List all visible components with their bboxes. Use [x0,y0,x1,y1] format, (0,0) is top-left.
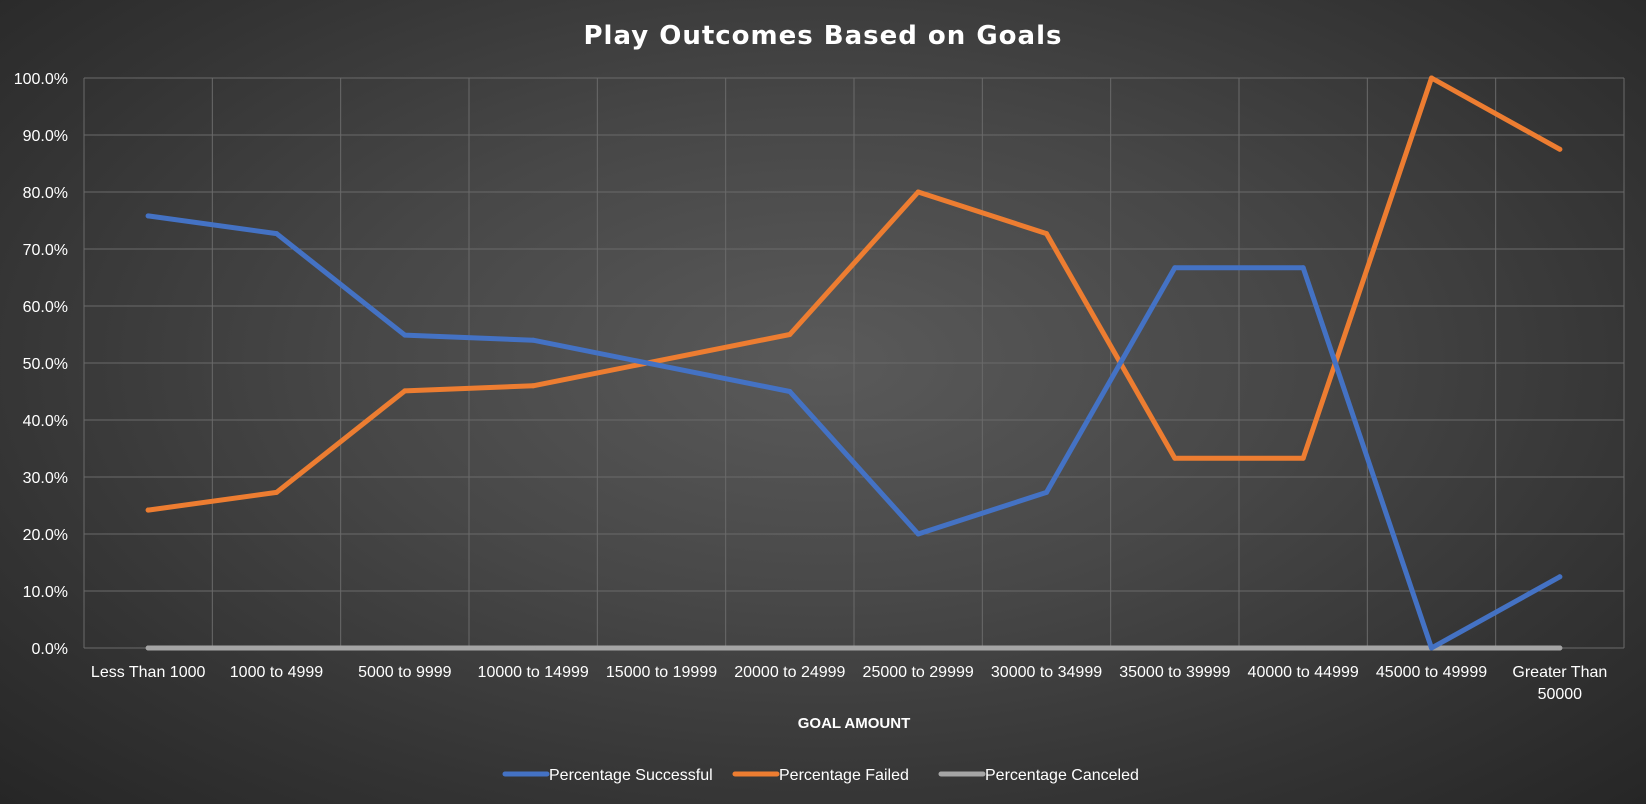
x-tick-label: 5000 to 9999 [358,664,452,681]
x-tick-label: Less Than 1000 [91,664,206,681]
y-tick-label: 60.0% [23,299,68,316]
data-point [1172,265,1178,271]
data-point [1429,645,1434,651]
y-tick-label: 90.0% [23,128,68,145]
y-tick-label: 70.0% [23,242,68,259]
x-axis-title: GOAL AMOUNT [798,715,911,732]
x-tick-label: 30000 to 34999 [991,664,1102,681]
y-tick-label: 20.0% [23,527,68,544]
data-point [787,645,793,651]
y-axis-ticks: 0.0% 10.0% 20.0% 30.0% 40.0% 50.0% 60.0% 70.0% 8… [14,71,68,658]
legend-item-percentage-failed[interactable]: Percentage Failed [732,767,909,784]
data-point [402,388,408,394]
x-tick-label: 1000 to 4999 [230,664,324,681]
legend-label: Percentage Failed [779,767,909,784]
data-point [1044,645,1049,651]
legend-label: Percentage Canceled [985,767,1139,784]
data-point [787,389,793,394]
x-axis-ticks: Less Than 1000 1000 to 4999 5000 to 9999 10… [91,664,1607,703]
data-point [274,489,279,495]
legend-label: Percentage Successful [549,767,713,784]
data-point [1172,455,1178,461]
y-tick-label: 10.0% [23,584,68,601]
x-tick-label: 10000 to 14999 [478,664,589,681]
data-point [145,213,151,219]
data-point [915,645,921,651]
series [145,75,1563,651]
data-point [402,645,408,651]
y-tick-label: 0.0% [32,641,68,658]
y-tick-label: 100.0% [14,71,68,88]
data-point [1044,489,1049,495]
x-tick-label: 40000 to 44999 [1248,664,1359,681]
data-point [787,332,793,337]
data-point [1172,645,1178,651]
data-point [145,507,151,513]
x-tick-label: 25000 to 29999 [863,664,974,681]
data-point [274,231,279,237]
x-tick-label: 20000 to 24999 [734,664,845,681]
x-tick-label: 35000 to 39999 [1119,664,1230,681]
grid [83,77,1625,649]
y-tick-label: 80.0% [23,185,68,202]
data-point [402,332,408,338]
x-tick-label: 15000 to 19999 [606,664,717,681]
chart-title: Play Outcomes Based on Goals [584,21,1063,51]
legend-item-percentage-successful[interactable]: Percentage Successful [502,767,713,784]
data-point [1429,75,1434,81]
data-point [1557,645,1563,651]
data-point [274,645,279,651]
legend[interactable]: Percentage Successful Percentage Failed Pe… [502,767,1139,784]
data-point [1300,265,1306,271]
data-point [1300,645,1306,651]
y-tick-label: 40.0% [23,413,68,430]
y-tick-label: 50.0% [23,356,68,373]
data-point [915,189,921,195]
y-tick-label: 30.0% [23,470,68,487]
data-point [530,383,536,389]
data-point [1044,231,1049,237]
data-point [1557,574,1563,580]
data-point [1557,146,1563,152]
data-point [145,645,151,651]
data-point [915,531,921,537]
data-point [530,337,536,343]
x-tick-label: Greater Than 50000 [1512,664,1607,703]
legend-item-percentage-canceled[interactable]: Percentage Canceled [938,767,1139,784]
data-point [1300,455,1306,461]
x-tick-label: 45000 to 49999 [1376,664,1487,681]
data-point [530,645,536,651]
